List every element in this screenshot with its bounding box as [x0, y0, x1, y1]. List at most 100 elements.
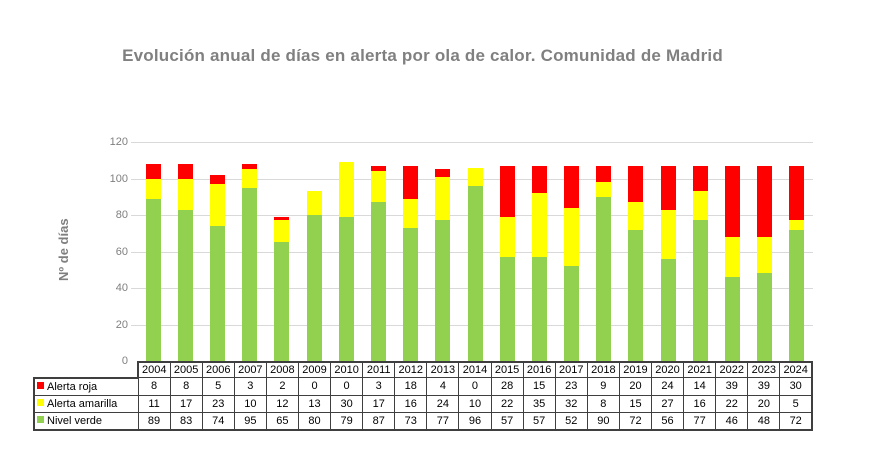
value-cell: 57 — [490, 411, 524, 431]
year-header-cell: 2009 — [297, 361, 332, 378]
bar-segment-alerta-amarilla — [209, 183, 225, 226]
value-cell: 48 — [747, 411, 781, 431]
alerta-roja-swatch-icon — [37, 382, 44, 390]
value-cell: 14 — [683, 377, 717, 396]
bar-segment-alerta-roja — [209, 174, 225, 184]
year-header-cell: 2018 — [586, 361, 620, 378]
year-header-cell: 2020 — [650, 361, 685, 378]
value-cell: 15 — [522, 377, 556, 396]
bar-segment-nivel-verde — [628, 229, 644, 361]
value-cell: 18 — [394, 377, 428, 396]
value-cell: 8 — [137, 377, 171, 396]
year-header-cell: 2014 — [458, 361, 492, 378]
bar-group-2017 — [564, 165, 580, 361]
bar-segment-alerta-roja — [757, 165, 773, 237]
bar-segment-alerta-amarilla — [660, 209, 676, 259]
y-tick-label: 40 — [115, 282, 128, 294]
bar-segment-alerta-amarilla — [274, 220, 290, 243]
bar-segment-alerta-roja — [242, 163, 258, 170]
bar-group-2009 — [306, 191, 322, 361]
value-cell: 74 — [201, 411, 235, 431]
value-cell: 72 — [779, 411, 814, 431]
value-cell: 57 — [522, 411, 556, 431]
bar-group-2015 — [499, 165, 515, 361]
year-header-cell: 2023 — [747, 361, 781, 378]
value-cell: 12 — [265, 394, 299, 413]
bar-segment-alerta-roja — [725, 165, 741, 237]
value-cell: 28 — [490, 377, 524, 396]
value-cell: 87 — [362, 411, 396, 431]
year-header-cell: 2011 — [362, 361, 396, 378]
bar-segment-nivel-verde — [145, 198, 161, 361]
bar-segment-alerta-amarilla — [789, 220, 805, 230]
bar-group-2019 — [628, 165, 644, 361]
bar-segment-nivel-verde — [692, 220, 708, 361]
bar-segment-alerta-roja — [628, 165, 644, 203]
year-header-cell: 2016 — [522, 361, 556, 378]
bar-group-2004 — [145, 163, 161, 361]
bar-segment-nivel-verde — [467, 185, 483, 361]
value-cell: 52 — [554, 411, 588, 431]
bar-segment-alerta-amarilla — [338, 162, 354, 217]
value-cell: 39 — [715, 377, 749, 396]
value-cell: 9 — [586, 377, 620, 396]
gridline — [131, 142, 813, 143]
bar-segment-alerta-amarilla — [531, 193, 547, 257]
bar-segment-alerta-roja — [531, 165, 547, 194]
value-cell: 56 — [650, 411, 685, 431]
bar-group-2005 — [177, 163, 193, 361]
value-cell: 90 — [586, 411, 620, 431]
value-cell: 17 — [362, 394, 396, 413]
bar-segment-nivel-verde — [564, 266, 580, 361]
y-tick-label: 60 — [115, 245, 128, 258]
bar-segment-alerta-amarilla — [145, 178, 161, 199]
year-header-cell: 2008 — [265, 361, 299, 378]
table-row: Alerta amarilla 11 17 23 10 12 13 30 17 16 24 10 22 3… — [33, 394, 814, 413]
bar-segment-nivel-verde — [531, 256, 547, 361]
y-tick-label: 20 — [115, 318, 128, 331]
year-header-cell: 2013 — [426, 361, 460, 378]
value-cell: 32 — [554, 394, 588, 413]
value-cell: 27 — [650, 394, 685, 413]
year-header-cell: 2019 — [618, 361, 653, 378]
bar-segment-alerta-amarilla — [242, 169, 258, 188]
bar-segment-alerta-roja — [435, 169, 451, 177]
plot-area — [137, 142, 813, 361]
bar-segment-alerta-amarilla — [757, 236, 773, 274]
year-header-cell: 2007 — [233, 361, 267, 378]
bar-segment-nivel-verde — [274, 242, 290, 361]
value-cell: 20 — [618, 377, 653, 396]
bar-segment-alerta-amarilla — [370, 171, 386, 203]
value-cell: 89 — [137, 411, 171, 431]
bar-segment-nivel-verde — [435, 220, 451, 361]
bar-segment-alerta-roja — [274, 216, 290, 221]
value-cell: 73 — [394, 411, 428, 431]
bar-segment-alerta-roja — [789, 165, 805, 221]
value-cell: 10 — [233, 394, 267, 413]
bar-segment-alerta-amarilla — [628, 202, 644, 230]
value-cell: 20 — [747, 394, 781, 413]
series-label-cell: Alerta roja — [33, 376, 139, 396]
year-header-cell: 2017 — [554, 361, 588, 378]
alerta-amarilla-swatch-icon — [37, 399, 44, 407]
value-cell: 30 — [330, 394, 364, 413]
bar-group-2008 — [274, 216, 290, 361]
bar-segment-nivel-verde — [177, 209, 193, 361]
value-cell: 22 — [490, 394, 524, 413]
bar-segment-alerta-amarilla — [564, 207, 580, 267]
chart-title: Evolución anual de días en alerta por ol… — [122, 46, 723, 65]
bar-segment-alerta-amarilla — [403, 198, 419, 228]
data-table: 2004 2005 2006 2007 2008 2009 2010 2011 2012 2013… — [33, 361, 814, 431]
value-cell: 15 — [618, 394, 653, 413]
bar-segment-nivel-verde — [757, 273, 773, 361]
bar-segment-alerta-roja — [370, 165, 386, 172]
value-cell: 24 — [426, 394, 460, 413]
bar-group-2007 — [242, 163, 258, 361]
bar-segment-alerta-roja — [564, 165, 580, 208]
table-corner-cell — [34, 362, 138, 378]
value-cell: 77 — [426, 411, 460, 431]
bar-segment-alerta-roja — [177, 163, 193, 179]
bar-segment-alerta-amarilla — [692, 191, 708, 221]
value-cell: 96 — [458, 411, 492, 431]
